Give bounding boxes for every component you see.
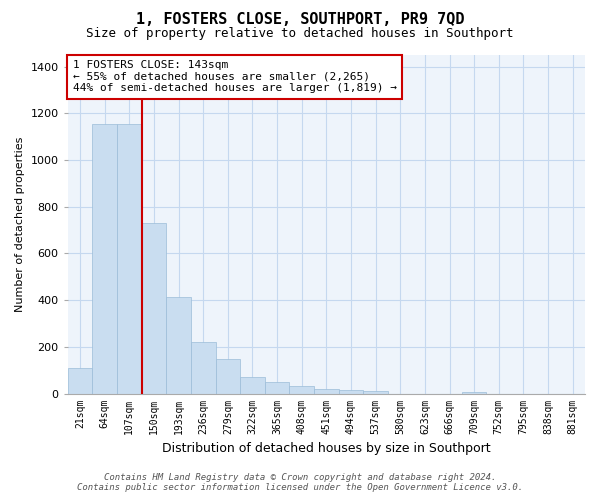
Text: Contains HM Land Registry data © Crown copyright and database right 2024.
Contai: Contains HM Land Registry data © Crown c… <box>77 473 523 492</box>
X-axis label: Distribution of detached houses by size in Southport: Distribution of detached houses by size … <box>162 442 491 455</box>
Bar <box>166 296 191 394</box>
Bar <box>265 382 289 394</box>
Bar <box>314 389 338 394</box>
Bar <box>68 368 92 394</box>
Text: 1 FOSTERS CLOSE: 143sqm
← 55% of detached houses are smaller (2,265)
44% of semi: 1 FOSTERS CLOSE: 143sqm ← 55% of detache… <box>73 60 397 94</box>
Bar <box>142 223 166 394</box>
Text: 1, FOSTERS CLOSE, SOUTHPORT, PR9 7QD: 1, FOSTERS CLOSE, SOUTHPORT, PR9 7QD <box>136 12 464 28</box>
Bar <box>240 376 265 394</box>
Bar <box>289 386 314 394</box>
Y-axis label: Number of detached properties: Number of detached properties <box>15 136 25 312</box>
Bar <box>117 124 142 394</box>
Bar <box>462 392 487 394</box>
Text: Size of property relative to detached houses in Southport: Size of property relative to detached ho… <box>86 28 514 40</box>
Bar <box>364 390 388 394</box>
Bar <box>92 124 117 394</box>
Bar <box>191 342 215 394</box>
Bar <box>338 390 364 394</box>
Bar <box>215 359 240 394</box>
